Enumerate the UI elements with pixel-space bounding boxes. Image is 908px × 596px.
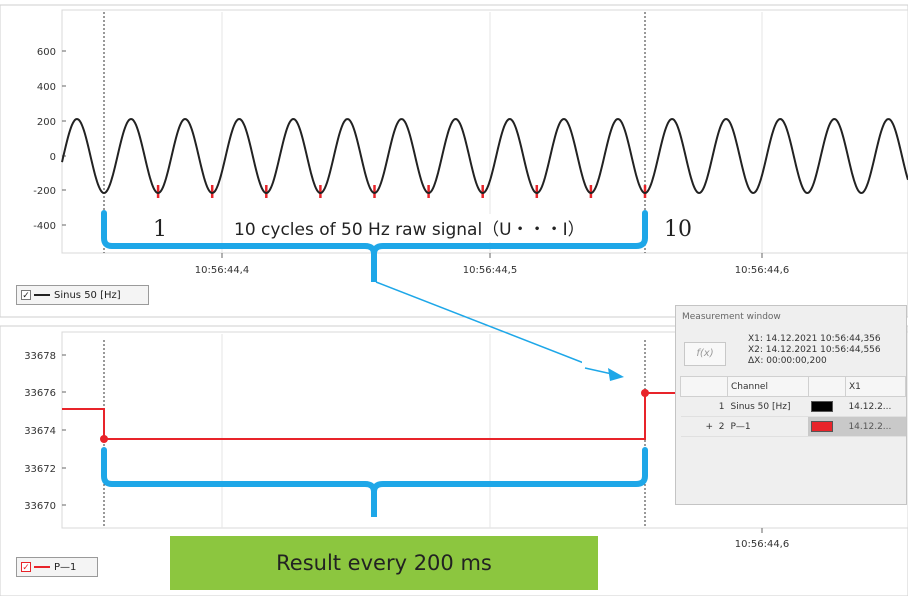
col-x1[interactable]: X1 [844, 376, 907, 397]
table-header: Channel X1 [680, 376, 907, 397]
legend-p1[interactable]: ✓ P—1 [16, 557, 98, 577]
label-end: 10 [664, 217, 692, 242]
expand-icon[interactable]: + [705, 421, 714, 432]
sinus-series [61, 117, 908, 195]
checkbox-icon[interactable]: ✓ [21, 562, 31, 573]
x-tick-label: 10:56:44,6 [735, 265, 789, 276]
channel-table: Channel X1 1 Sinus 50 [Hz] 14.12.2... + … [680, 376, 907, 437]
col-channel[interactable]: Channel [727, 376, 809, 397]
top-grid [221, 12, 763, 253]
row-index: 2 [718, 421, 725, 432]
p1-point-start [100, 435, 108, 443]
row-channel: P—1 [727, 416, 809, 437]
row-value: 14.12.2... [845, 396, 906, 417]
cycle-markers [156, 185, 647, 198]
color-swatch[interactable] [811, 421, 834, 432]
label-start: 1 [153, 217, 167, 242]
y-tick-label: 33672 [24, 464, 56, 475]
y-tick-label: 33670 [24, 501, 56, 512]
arrow-head [608, 368, 624, 381]
y-tick-label: 600 [37, 47, 56, 58]
x1-readout: X1: 14.12.2021 10:56:44,356 [748, 334, 881, 344]
y-tick-label: 33678 [24, 351, 56, 362]
bottom-grid [221, 334, 491, 528]
y-tick-label: 33676 [24, 388, 56, 399]
x-tick-label: 10:56:44,4 [195, 265, 249, 276]
result-text: Result every 200 ms [276, 551, 492, 575]
x2-readout: X2: 14.12.2021 10:56:44,556 [748, 345, 881, 355]
table-row[interactable]: + 2 P—1 14.12.2... [680, 416, 906, 437]
fx-button[interactable]: f(x) [684, 342, 726, 366]
bottom-brace [101, 447, 648, 517]
top-x-axis: 10:56:44,4 10:56:44,5 10:56:44,6 [195, 253, 789, 276]
y-tick-label: -400 [33, 221, 56, 232]
y-tick-label: 33674 [24, 426, 56, 437]
result-banner: Result every 200 ms [170, 536, 598, 590]
y-tick-label: -200 [33, 186, 56, 197]
measurement-window: Measurement window f(x) X1: 14.12.2021 1… [675, 305, 907, 505]
x-tick-label: 10:56:44,6 [735, 539, 789, 550]
legend-sinus-label: Sinus 50 [Hz] [54, 289, 121, 301]
table-row[interactable]: 1 Sinus 50 [Hz] 14.12.2... [680, 396, 906, 417]
p1-series [62, 392, 675, 440]
row-channel: Sinus 50 [Hz] [727, 396, 809, 417]
cursor-info: X1: 14.12.2021 10:56:44,356 X2: 14.12.20… [748, 334, 881, 367]
row-value: 14.12.2... [845, 416, 906, 437]
top-brace [101, 210, 648, 282]
y-tick-label: 200 [37, 117, 56, 128]
x-tick-label: 10:56:44,5 [463, 265, 517, 276]
y-tick-label: 0 [50, 152, 56, 163]
measurement-window-title: Measurement window [682, 312, 781, 322]
series-swatch [34, 294, 50, 296]
checkbox-icon[interactable]: ✓ [21, 290, 31, 301]
legend-p1-label: P—1 [54, 561, 77, 573]
dx-readout: ΔX: 00:00:00,200 [748, 356, 827, 366]
legend-sinus[interactable]: ✓ Sinus 50 [Hz] [16, 285, 149, 305]
arrow-shaft [584, 367, 613, 375]
series-swatch [34, 566, 50, 568]
annotation-text: 10 cycles of 50 Hz raw signal（U・・・I） [234, 220, 585, 240]
top-plot-area [61, 9, 908, 254]
bottom-x-axis: 10:56:44,6 [735, 528, 789, 550]
top-y-axis: 600 400 200 0 -200 -400 [33, 47, 66, 232]
arrow-line [375, 281, 613, 375]
p1-point-end [641, 389, 649, 397]
annotation-bg [228, 214, 600, 242]
row-index: 1 [718, 401, 725, 412]
y-tick-label: 400 [37, 82, 56, 93]
color-swatch[interactable] [811, 401, 834, 412]
bottom-y-axis: 33678 33676 33674 33672 33670 [24, 351, 66, 512]
